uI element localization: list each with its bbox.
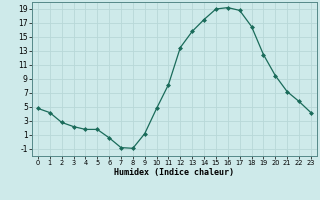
X-axis label: Humidex (Indice chaleur): Humidex (Indice chaleur): [115, 168, 234, 177]
